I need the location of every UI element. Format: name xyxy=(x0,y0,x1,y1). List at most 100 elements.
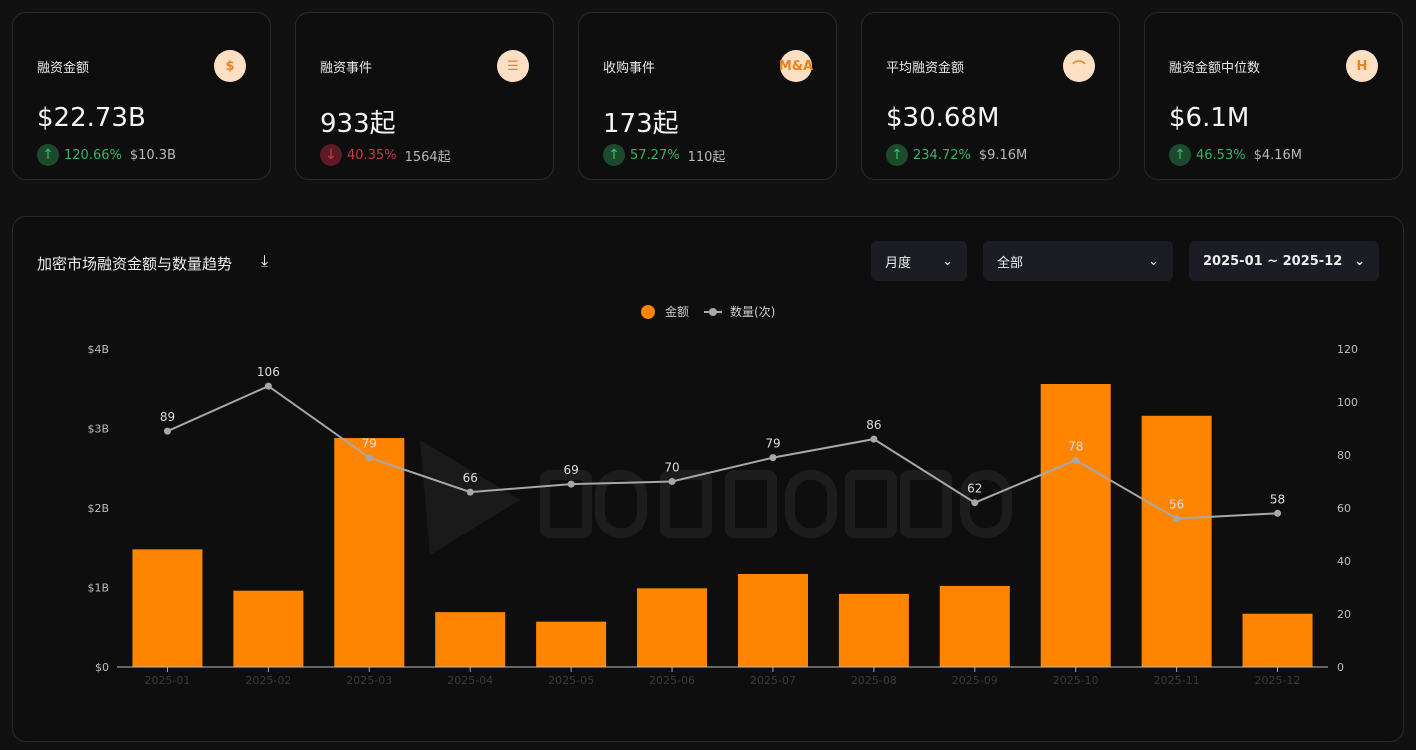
x-tick-label: 2025-09 xyxy=(952,674,998,687)
card-label: 融资事件 xyxy=(320,61,373,76)
period-select[interactable]: 月度 ⌄ xyxy=(871,241,967,281)
bar xyxy=(737,573,808,667)
watermark-letter xyxy=(660,470,712,538)
watermark-letter xyxy=(725,470,777,538)
arrow-down-icon: ↓ xyxy=(320,144,342,166)
card-label: 平均融资金额 xyxy=(886,61,965,76)
x-tick-label: 2025-06 xyxy=(649,674,695,687)
line-point xyxy=(264,382,272,390)
category-select[interactable]: 全部 ⌄ xyxy=(983,241,1173,281)
previous-value: $4.16M xyxy=(1253,147,1303,163)
change-percent: 234.72% xyxy=(913,147,971,163)
line-point xyxy=(1072,456,1080,464)
x-tick-label: 2025-03 xyxy=(346,674,392,687)
watermark-letter xyxy=(785,470,837,538)
stat-card: 融资金额中位数 H $6.1M ↑ 46.53% $4.16M xyxy=(1144,12,1403,180)
y-left-tick: $4B xyxy=(87,343,109,356)
bar xyxy=(334,438,405,667)
stat-card: 平均融资金额 ⌒ $30.68M ↑ 234.72% $9.16M xyxy=(861,12,1120,180)
chevron-down-icon: ⌄ xyxy=(942,253,953,269)
watermark-letter xyxy=(960,470,1012,538)
x-tick-label: 2025-01 xyxy=(144,674,190,687)
bar xyxy=(939,585,1010,667)
data-label: 86 xyxy=(866,418,881,432)
arrow-up-icon: ↑ xyxy=(37,144,59,166)
list-icon: ☰ xyxy=(497,50,529,82)
bar xyxy=(1141,415,1212,667)
stat-card: 融资事件 ☰ 933起 ↓ 40.35% 1564起 xyxy=(295,12,554,180)
y-right-tick: 100 xyxy=(1337,396,1358,409)
data-label: 70 xyxy=(664,461,679,475)
watermark-mark xyxy=(420,440,520,555)
bar xyxy=(838,593,909,667)
x-tick-label: 2025-02 xyxy=(245,674,291,687)
data-label: 56 xyxy=(1169,498,1184,512)
legend-line-marker-dot xyxy=(709,308,717,316)
line-point xyxy=(870,435,878,443)
line-point xyxy=(971,499,979,507)
card-value: 933起 xyxy=(320,109,396,139)
date-range-value: 2025-01 ~ 2025-12 xyxy=(1203,253,1343,269)
data-label: 69 xyxy=(563,463,578,477)
watermark-letter xyxy=(595,470,647,538)
card-change: ↑ 46.53% $4.16M xyxy=(1169,144,1302,166)
stat-card: 收购事件 M&A 173起 ↑ 57.27% 110起 xyxy=(578,12,837,180)
watermark-letter xyxy=(540,470,592,538)
data-label: 79 xyxy=(362,437,377,451)
download-icon[interactable]: ⤓ xyxy=(261,251,269,270)
bar xyxy=(132,549,203,667)
bell-curve-icon: ⌒ xyxy=(1063,50,1095,82)
card-value: $6.1M xyxy=(1169,103,1250,133)
change-percent: 46.53% xyxy=(1196,147,1246,163)
x-tick-label: 2025-08 xyxy=(851,674,897,687)
median-icon: H xyxy=(1346,50,1378,82)
date-range-picker[interactable]: 2025-01 ~ 2025-12 ⌄ xyxy=(1189,241,1379,281)
data-label: 58 xyxy=(1270,492,1285,506)
line-point xyxy=(567,480,575,488)
y-right-tick: 20 xyxy=(1337,608,1351,621)
bar xyxy=(536,621,607,667)
card-label: 融资金额中位数 xyxy=(1169,61,1261,76)
arrow-up-icon: ↑ xyxy=(603,144,625,166)
y-left-tick: $2B xyxy=(87,502,109,515)
bar xyxy=(435,612,506,667)
stat-card: 融资金额 $ $22.73B ↑ 120.66% $10.3B xyxy=(12,12,271,180)
x-tick-label: 2025-07 xyxy=(750,674,796,687)
card-value: $22.73B xyxy=(37,103,146,133)
change-percent: 40.35% xyxy=(347,147,397,163)
bar xyxy=(1242,613,1313,667)
bar xyxy=(233,590,304,667)
legend-bar-marker xyxy=(641,305,655,319)
chevron-down-icon: ⌄ xyxy=(1354,253,1365,269)
y-right-tick: 40 xyxy=(1337,555,1351,568)
legend-label: 金额 xyxy=(665,304,689,319)
watermark-letter xyxy=(900,470,952,538)
line-point xyxy=(769,454,777,462)
chart-title: 加密市场融资金额与数量趋势 xyxy=(37,255,233,273)
line-point xyxy=(668,478,676,485)
card-label: 融资金额 xyxy=(37,61,90,76)
m-and-a-icon: M&A xyxy=(779,50,813,82)
data-label: 89 xyxy=(160,410,175,424)
x-tick-label: 2025-10 xyxy=(1053,674,1099,687)
previous-value: $9.16M xyxy=(978,147,1028,163)
x-tick-label: 2025-12 xyxy=(1255,674,1301,687)
data-label: 106 xyxy=(257,365,280,379)
line-point xyxy=(466,488,474,496)
y-left-tick: $3B xyxy=(87,423,109,436)
previous-value: 1564起 xyxy=(404,149,451,165)
line-point xyxy=(163,427,171,435)
card-change: ↑ 120.66% $10.3B xyxy=(37,144,176,166)
change-percent: 120.66% xyxy=(64,147,122,163)
card-change: ↑ 57.27% 110起 xyxy=(603,144,725,166)
legend-label: 数量(次) xyxy=(730,304,775,319)
card-value: $30.68M xyxy=(886,103,1000,133)
card-value: 173起 xyxy=(603,109,679,139)
y-right-tick: 80 xyxy=(1337,449,1351,462)
x-tick-label: 2025-04 xyxy=(447,674,493,687)
card-change: ↓ 40.35% 1564起 xyxy=(320,144,451,166)
watermark-logo xyxy=(420,440,1012,555)
chevron-down-icon: ⌄ xyxy=(1148,253,1159,269)
x-tick-label: 2025-05 xyxy=(548,674,594,687)
dollar-icon: $ xyxy=(214,50,246,82)
